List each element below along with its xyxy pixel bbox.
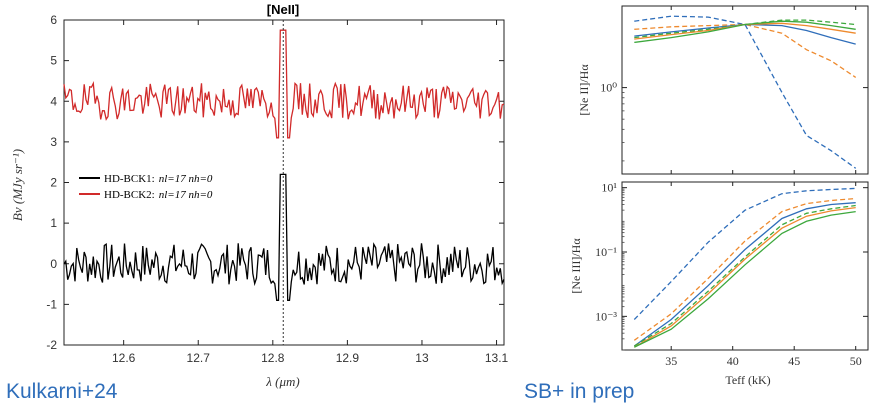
rt-series-lines (634, 15, 857, 169)
left-y-tick-label: 6 (50, 13, 57, 27)
left-y-tick-label: 5 (50, 54, 57, 68)
rt-series-6 (634, 20, 856, 44)
rb-y-tick-label: 10⁻³ (595, 309, 617, 323)
caption-kulkarni: Kulkarni+24 (6, 380, 118, 403)
left-series-1 (63, 173, 505, 301)
neiii-halpha-chart: 35 40 45 50 10¹ 10⁻¹ 10⁻³ [Ne III]/Hα Teff (kK… (569, 181, 869, 387)
rt-series-2 (634, 23, 857, 78)
rb-y-tick-label: 10¹ (601, 181, 617, 195)
rt-y-tick-label: 10⁰ (600, 81, 617, 95)
rb-series-lines (633, 187, 856, 348)
left-y-tick-label: 4 (50, 94, 57, 108)
left-y-ticks: -2 -1 0 1 2 3 4 5 6 (46, 13, 504, 352)
rt-ticks: 10⁰ (600, 6, 868, 174)
left-y-tick-label: 3 (50, 135, 57, 149)
rt-series-1 (634, 15, 857, 169)
rb-x-tick-label: 40 (727, 354, 739, 368)
left-x-tick-label: 12.8 (261, 351, 285, 365)
left-x-axis-label: λ (μm) (265, 374, 299, 389)
rb-series-4 (633, 204, 856, 347)
left-x-tick-label: 13.1 (485, 351, 509, 365)
rt-plot-frame (621, 5, 869, 175)
rt-series-5 (634, 22, 856, 40)
left-y-tick-label: 0 (50, 257, 57, 271)
rb-series-1 (633, 187, 856, 320)
rb-series-3 (633, 202, 856, 347)
rb-y-tick-label: 10⁻¹ (595, 245, 617, 259)
left-series-2 (63, 29, 505, 139)
neii-halpha-chart: 10⁰ [Ne II]/Hα (577, 5, 869, 175)
left-legend: HD-BCK1: nl=17 nh=0 HD-BCK2: nl=17 nh=0 (79, 173, 213, 201)
rb-series-2 (633, 197, 856, 341)
left-x-tick-label: 12.9 (336, 351, 360, 365)
caption-sb-in-prep: SB+ in prep (524, 380, 634, 403)
left-spectrum-chart: [NeII] -2 -1 0 1 2 3 4 5 6 12.6 12.7 12.8 12.9 13 13.… (10, 2, 509, 389)
rt-series-3 (634, 23, 856, 45)
rt-y-axis-label: [Ne II]/Hα (577, 64, 591, 116)
rb-x-tick-label: 45 (788, 354, 800, 368)
left-x-tick-label: 12.7 (187, 351, 211, 365)
left-y-axis-label: Bν (MJy sr⁻¹) (10, 149, 25, 221)
left-x-tick-label: 13 (415, 351, 429, 365)
left-y-tick-label: -2 (46, 338, 57, 352)
legend-label-hd-bck2: HD-BCK2: nl=17 nh=0 (104, 189, 213, 201)
left-chart-title: [NeII] (267, 2, 300, 17)
rb-plot-frame (621, 181, 869, 351)
rb-series-5 (633, 206, 856, 348)
left-y-tick-label: -1 (46, 297, 57, 311)
rb-ticks: 35 40 45 50 10¹ 10⁻¹ 10⁻³ (595, 181, 868, 368)
left-y-tick-label: 2 (50, 176, 57, 190)
rb-x-tick-label: 50 (850, 354, 862, 368)
rb-x-tick-label: 35 (665, 354, 677, 368)
rb-series-6 (634, 210, 856, 348)
rb-x-axis-label: Teff (kK) (725, 373, 770, 387)
rb-y-axis-label: [Ne III]/Hα (569, 238, 583, 294)
left-series-lines (63, 29, 505, 301)
left-y-tick-label: 1 (50, 216, 57, 230)
legend-label-hd-bck1: HD-BCK1: nl=17 nh=0 (104, 173, 213, 185)
left-x-ticks: 12.6 12.7 12.8 12.9 13 13.1 (112, 20, 509, 365)
left-x-tick-label: 12.6 (112, 351, 136, 365)
